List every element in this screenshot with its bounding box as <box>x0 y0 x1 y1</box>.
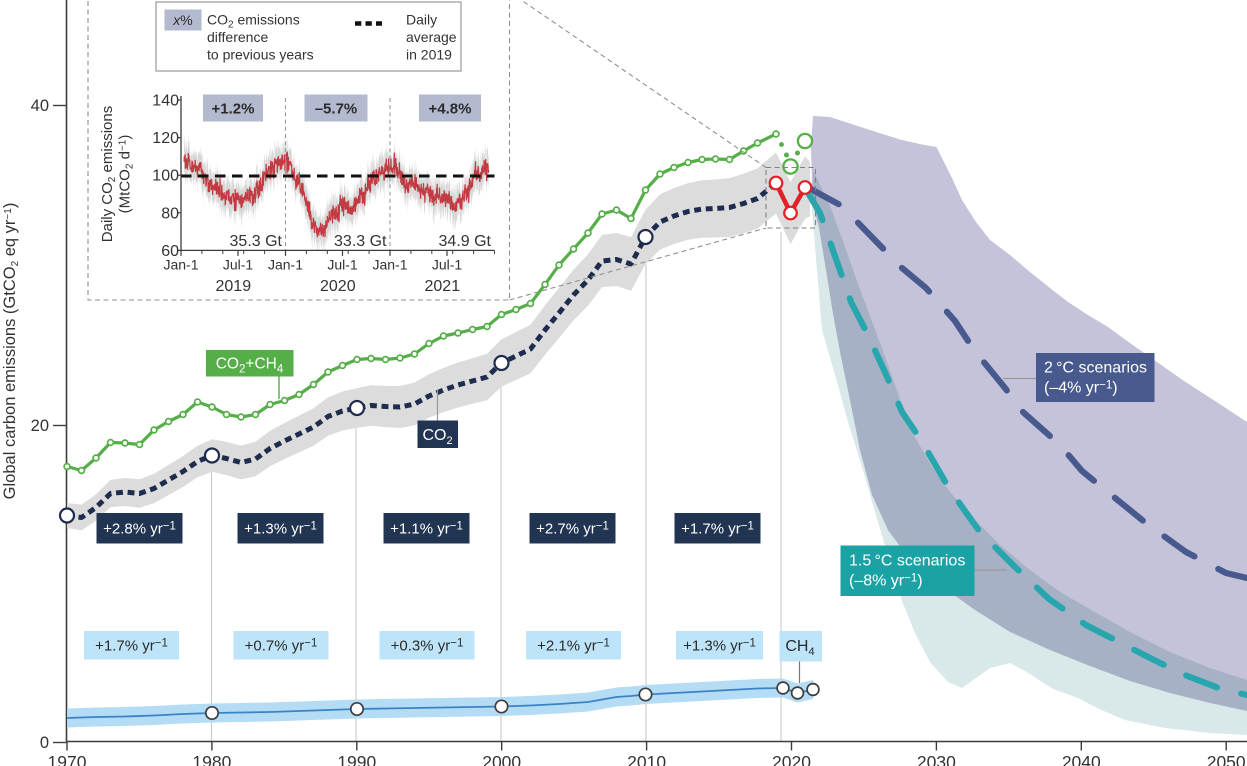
svg-text:2021: 2021 <box>425 278 461 295</box>
svg-text:to previous years: to previous years <box>207 47 314 63</box>
svg-text:2030: 2030 <box>917 752 956 766</box>
svg-text:x%: x% <box>172 12 192 28</box>
svg-text:+1.2%: +1.2% <box>212 101 255 118</box>
svg-text:Jul-1: Jul-1 <box>432 257 463 273</box>
svg-text:2050: 2050 <box>1207 752 1246 766</box>
svg-text:Jan-1: Jan-1 <box>372 257 407 273</box>
svg-text:+1.7% yr−1: +1.7% yr−1 <box>681 521 754 538</box>
svg-text:Jan-1: Jan-1 <box>163 257 198 273</box>
svg-text:+0.7% yr−1: +0.7% yr−1 <box>245 638 318 655</box>
svg-text:2 °C scenarios: 2 °C scenarios <box>1044 360 1147 377</box>
svg-text:1.5 °C scenarios: 1.5 °C scenarios <box>849 553 965 570</box>
svg-text:+0.3% yr−1: +0.3% yr−1 <box>391 638 464 655</box>
svg-text:+1.3% yr−1: +1.3% yr−1 <box>683 638 756 655</box>
svg-text:140: 140 <box>152 93 179 110</box>
svg-text:1990: 1990 <box>337 752 376 766</box>
svg-text:CO2: CO2 <box>422 427 452 447</box>
svg-text:average: average <box>406 29 457 45</box>
svg-text:80: 80 <box>161 205 179 222</box>
svg-text:1980: 1980 <box>192 752 231 766</box>
svg-text:+2.7% yr−1: +2.7% yr−1 <box>536 521 609 538</box>
svg-text:2040: 2040 <box>1062 752 1101 766</box>
svg-text:CH4: CH4 <box>785 638 814 658</box>
svg-text:+2.1% yr−1: +2.1% yr−1 <box>537 638 610 655</box>
svg-text:+1.7% yr−1: +1.7% yr−1 <box>95 638 168 655</box>
svg-text:Jan-1: Jan-1 <box>268 257 303 273</box>
svg-text:2019: 2019 <box>216 278 252 295</box>
svg-text:2020: 2020 <box>772 752 811 766</box>
svg-text:+2.8% yr−1: +2.8% yr−1 <box>103 521 176 538</box>
svg-text:Global carbon emissions (GtCO2: Global carbon emissions (GtCO2 eq yr−1) <box>1 203 21 500</box>
svg-text:Jul-1: Jul-1 <box>223 257 254 273</box>
svg-text:CO2+CH4: CO2+CH4 <box>216 356 284 376</box>
svg-text:35.3 Gt: 35.3 Gt <box>230 233 283 250</box>
svg-text:–5.7%: –5.7% <box>315 101 358 118</box>
svg-text:Daily CO2 emissions: Daily CO2 emissions <box>99 106 118 242</box>
svg-text:20: 20 <box>31 417 49 435</box>
svg-text:(MtCO2 d−1): (MtCO2 d−1) <box>117 135 136 214</box>
svg-text:60: 60 <box>161 243 179 260</box>
svg-text:33.3 Gt: 33.3 Gt <box>334 233 387 250</box>
svg-text:0: 0 <box>40 734 49 752</box>
svg-text:Daily: Daily <box>406 12 437 28</box>
svg-text:difference: difference <box>207 29 268 45</box>
svg-text:40: 40 <box>31 97 49 115</box>
svg-text:Jul-1: Jul-1 <box>327 257 358 273</box>
svg-text:2000: 2000 <box>482 752 521 766</box>
svg-text:+4.8%: +4.8% <box>429 101 472 118</box>
svg-text:100: 100 <box>152 168 179 185</box>
svg-text:+1.3% yr−1: +1.3% yr−1 <box>244 521 317 538</box>
svg-text:in 2019: in 2019 <box>406 47 452 63</box>
svg-text:120: 120 <box>152 130 179 147</box>
svg-text:2010: 2010 <box>627 752 666 766</box>
svg-text:+1.1% yr−1: +1.1% yr−1 <box>390 521 463 538</box>
svg-text:34.9 Gt: 34.9 Gt <box>439 233 492 250</box>
svg-text:2020: 2020 <box>320 278 356 295</box>
svg-text:1970: 1970 <box>48 752 87 766</box>
